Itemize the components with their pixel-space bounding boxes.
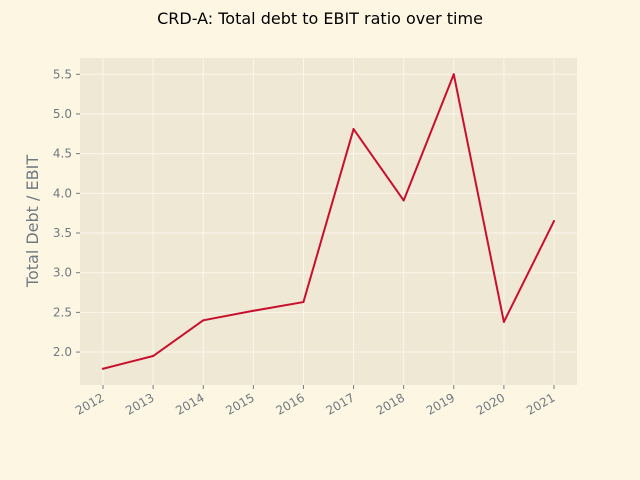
data-point (402, 199, 405, 202)
data-point (102, 367, 104, 370)
y-axis-ticks: 2.0 2.5 3.0 3.5 4.0 4.5 5.0 5.5 (53, 67, 80, 359)
series-group (102, 73, 555, 370)
data-point (553, 220, 555, 223)
y-tick-label: 4.5 (53, 147, 72, 161)
y-tick-label: 4.0 (53, 186, 72, 200)
y-tick-label: 2.0 (53, 345, 72, 359)
data-point (202, 319, 205, 322)
data-point (302, 301, 305, 304)
plot-area (80, 58, 577, 385)
y-tick-label: 5.0 (53, 107, 72, 121)
data-point (152, 355, 155, 358)
series-line (102, 73, 555, 370)
y-tick-label: 3.0 (53, 266, 72, 280)
y-tick-label: 5.5 (53, 67, 72, 81)
data-point (252, 309, 255, 312)
y-tick-label: 2.5 (53, 305, 72, 319)
data-point (502, 320, 505, 323)
chart-title: CRD-A: Total debt to EBIT ratio over tim… (157, 9, 483, 28)
data-point (352, 128, 355, 131)
y-tick-label: 3.5 (53, 226, 72, 240)
data-point (452, 73, 455, 76)
y-axis-label: Total Debt / EBIT (23, 155, 42, 288)
